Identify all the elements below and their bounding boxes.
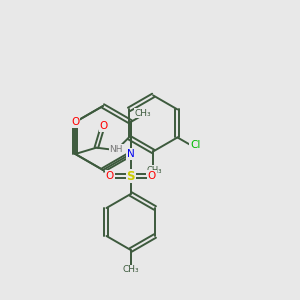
Text: NH: NH [110,145,123,154]
Text: CH₃: CH₃ [146,166,162,175]
Text: O: O [148,171,156,181]
Text: Cl: Cl [190,140,200,150]
Text: S: S [127,169,135,182]
Text: CH₃: CH₃ [122,266,139,274]
Text: N: N [127,149,135,159]
Text: O: O [99,122,108,131]
Text: CH₃: CH₃ [134,109,151,118]
Text: O: O [106,171,114,181]
Text: O: O [71,117,80,127]
